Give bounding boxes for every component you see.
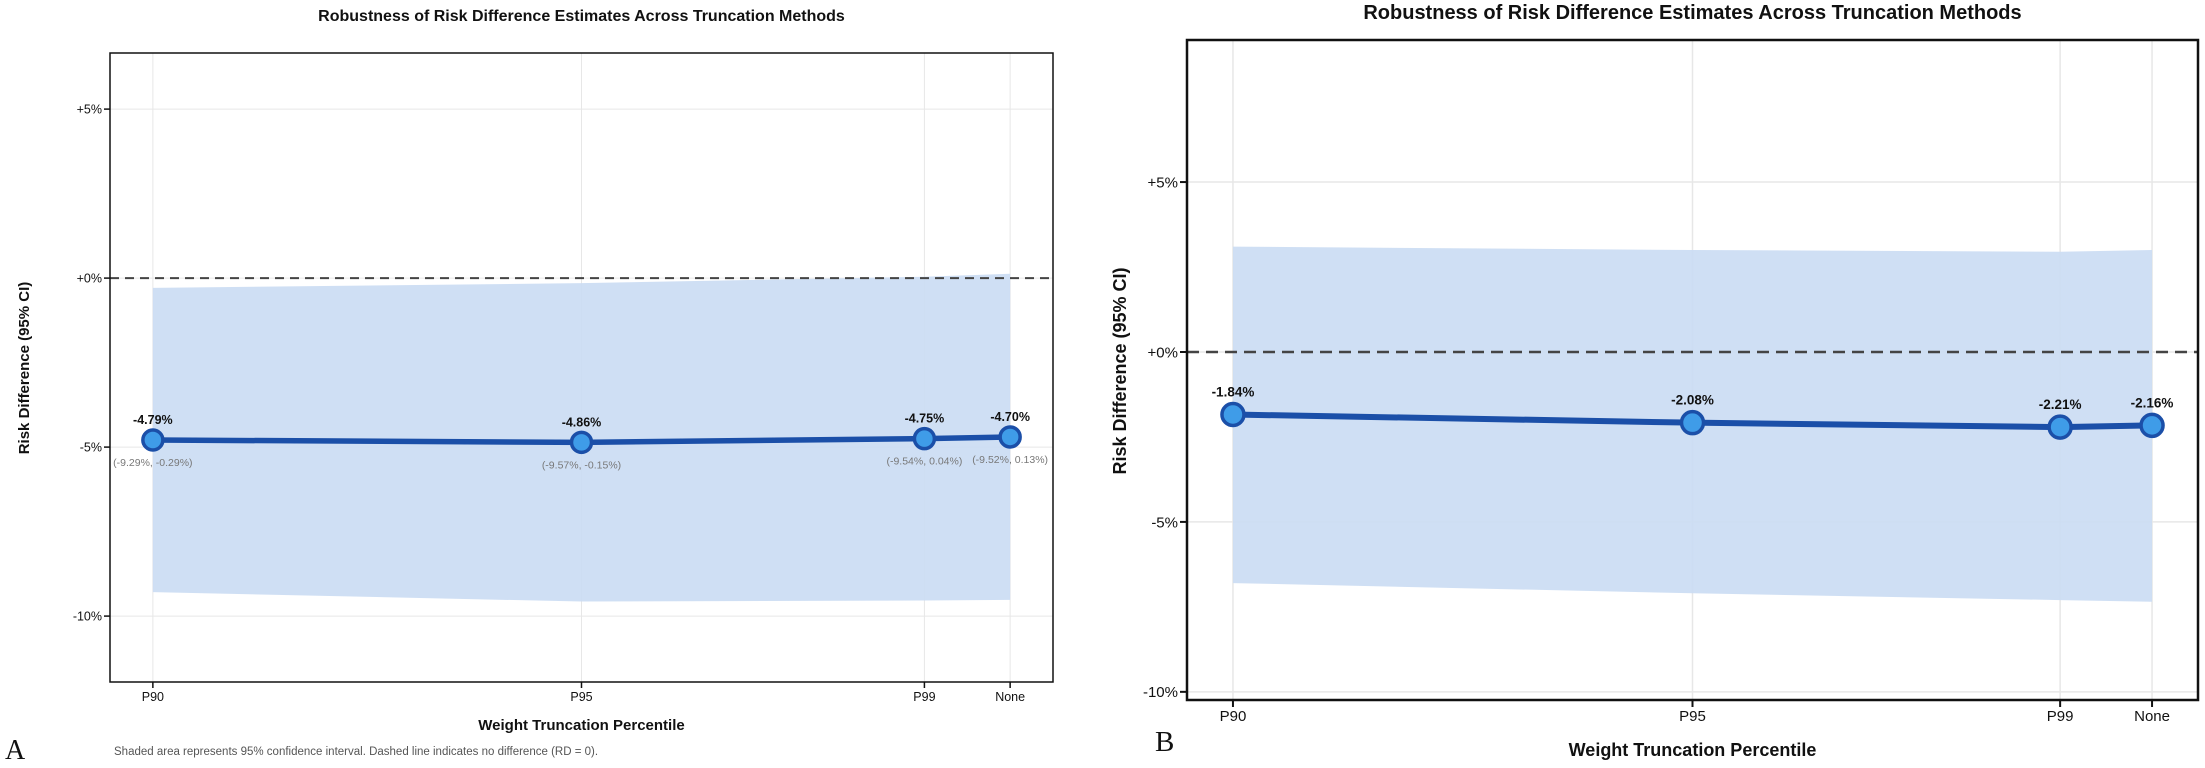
y-tick-label: -10% [73, 610, 102, 624]
data-point-marker [2139, 412, 2165, 439]
y-tick-label: -10% [1143, 684, 1178, 701]
y-tick-label: +0% [1148, 344, 1178, 361]
point-value-label: -2.08% [1671, 393, 1714, 408]
ci-range-label: (-9.29%, -0.29%) [113, 457, 192, 469]
chart-a-title: Robustness of Risk Difference Estimates … [318, 8, 845, 25]
data-point-marker [1679, 409, 1706, 436]
x-tick-label: P99 [913, 690, 935, 704]
x-tick-label: P95 [1679, 708, 1706, 725]
point-value-label: -2.16% [2131, 395, 2174, 410]
y-tick-label: -5% [1151, 514, 1178, 531]
plot-border [109, 52, 1054, 683]
data-point-marker [141, 428, 165, 452]
data-point-marker [912, 426, 937, 451]
x-tick-label: None [995, 690, 1025, 704]
y-tick-label: -5% [80, 441, 102, 455]
point-value-label: -1.84% [1212, 385, 1255, 400]
ci-range-label: (-9.57%, -0.15%) [542, 459, 621, 471]
panel-b: +5% +0% -5% -10% P90 P95 P99 None -1.84% -2.08% -2… [1100, 0, 2205, 768]
x-tick-label: None [2134, 708, 2170, 725]
ci-range-label: (-9.54%, 0.04%) [886, 456, 962, 468]
chart-a-x-axis-label: Weight Truncation Percentile [478, 717, 685, 734]
point-value-label: -4.86% [562, 415, 602, 429]
y-tick-label: +5% [1148, 174, 1178, 191]
point-value-label: -4.75% [905, 412, 945, 426]
panel-a-letter: A [5, 735, 26, 766]
point-value-label: -4.79% [133, 413, 173, 427]
data-point-marker [2047, 414, 2073, 440]
chart-b-title: Robustness of Risk Difference Estimates … [1363, 2, 2022, 24]
panel-b-letter: B [1155, 726, 1175, 758]
plot-border [1185, 38, 2200, 702]
chart-b-x-axis-label: Weight Truncation Percentile [1568, 740, 1817, 760]
data-point-marker [1220, 401, 1246, 428]
chart-b-plot: +5% +0% -5% -10% P90 P95 P99 None -1.84% -2.08% -2… [1143, 38, 2200, 725]
data-point-marker [569, 430, 594, 455]
point-value-label: -2.21% [2039, 397, 2082, 412]
ci-range-label: (-9.52%, 0.13%) [972, 454, 1048, 466]
point-value-label: -4.70% [990, 410, 1030, 424]
chart-a-plot: +5% +0% -5% -10% P90 P95 P99 None -4.79% -4.86% -4… [73, 52, 1054, 704]
y-tick-label: +5% [77, 103, 102, 117]
chart-b-y-axis-label: Risk Difference (95% CI) [1110, 267, 1130, 475]
x-tick-label: P90 [142, 690, 164, 704]
estimate-line [1229, 411, 2156, 431]
panel-a: +5% +0% -5% -10% P90 P95 P99 None -4.79% -4.86% -4… [0, 0, 1100, 768]
data-point-marker [998, 425, 1022, 449]
x-tick-label: P90 [1220, 708, 1247, 725]
estimate-line [150, 434, 1013, 446]
chart-a-y-axis-label: Risk Difference (95% CI) [16, 281, 33, 455]
ci-label-layer: (-9.29%, -0.29%) (-9.57%, -0.15%) (-9.54%,… [113, 454, 1048, 471]
x-tick-label: P99 [2047, 708, 2074, 725]
y-tick-label: +0% [77, 272, 102, 286]
x-tick-label: P95 [570, 690, 592, 704]
chart-a-footnote: Shaded area represents 95% confidence in… [114, 746, 599, 758]
